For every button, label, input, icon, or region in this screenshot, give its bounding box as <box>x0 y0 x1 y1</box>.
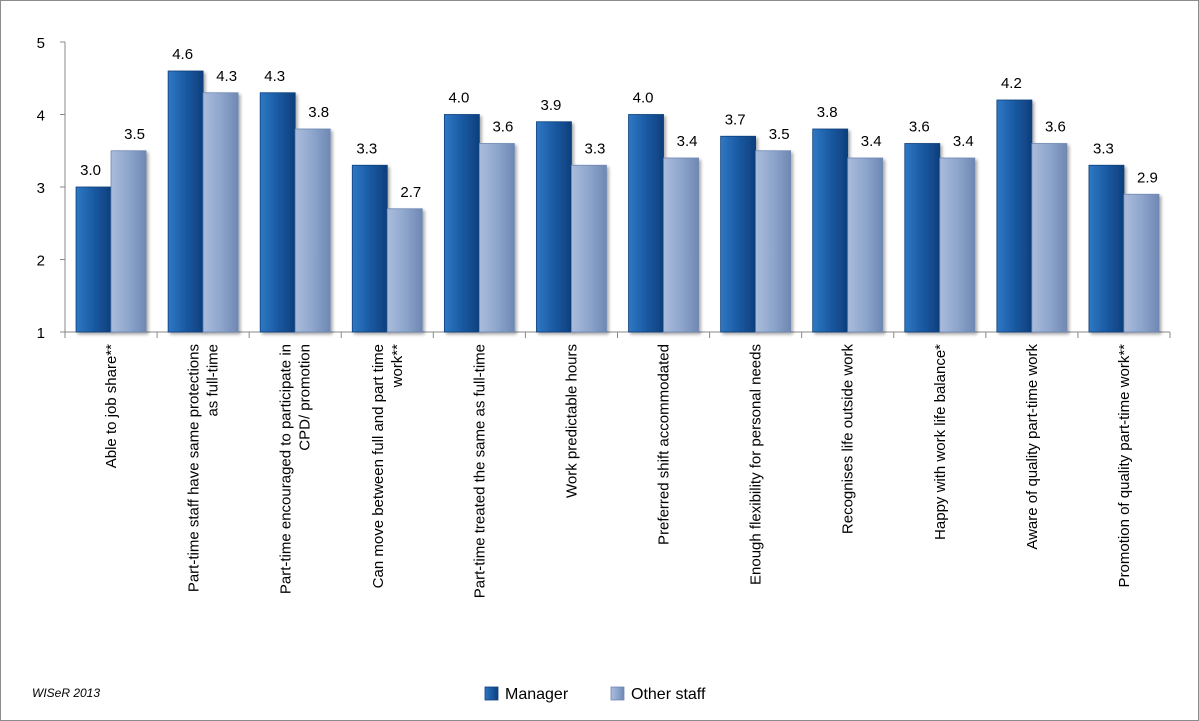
bar-other-staff <box>110 150 147 333</box>
category-label-line: Able to job share** <box>103 344 120 468</box>
bar-other-staff <box>294 128 331 333</box>
category-label: Part-time staff have same protections as … <box>186 344 222 592</box>
data-label-manager: 4.2 <box>1001 75 1022 92</box>
data-label-manager: 4.3 <box>264 68 285 85</box>
bar-manager <box>167 70 204 333</box>
legend-item-manager: Manager <box>484 686 569 703</box>
category-label: Happy with work life balance* <box>932 344 949 540</box>
data-label-other-staff: 2.9 <box>1137 169 1158 186</box>
category-label-line: Aware of quality part-time work <box>1024 344 1041 550</box>
category-label: Work predictable hours <box>563 344 580 498</box>
bar-other-staff <box>755 150 792 333</box>
category-label: Aware of quality part-time work <box>1024 344 1041 550</box>
bar-manager <box>904 143 941 333</box>
y-tick-label: 4 <box>37 108 45 125</box>
data-label-manager: 3.3 <box>1093 140 1114 157</box>
bar-manager <box>351 164 388 333</box>
bar-manager <box>536 121 572 333</box>
category-label-line: CPD/ promotion <box>297 344 314 451</box>
legend-item-other-staff: Other staff <box>610 686 706 703</box>
category-label-line: Recognises life outside work <box>840 344 857 535</box>
bar-manager <box>812 128 849 333</box>
category-labels: Able to job share** Part-time staff have … <box>103 344 1133 599</box>
category-label-line: Preferred shift accommodated <box>656 344 673 545</box>
category-label-line: Part-time treated the same as full-time <box>471 344 488 598</box>
data-labels: 3.0 3.5 4.6 4.3 4.3 3.8 3.3 2.7 4.0 3.6 3.9 3.3 4.0 3… <box>80 46 1158 201</box>
bar-other-staff <box>1031 143 1068 333</box>
data-label-manager: 3.9 <box>541 97 562 114</box>
category-label: Recognises life outside work <box>840 344 857 535</box>
data-label-other-staff: 3.4 <box>953 133 974 150</box>
category-label: Part-time treated the same as full-time <box>471 344 488 598</box>
data-label-other-staff: 4.3 <box>216 68 237 85</box>
category-label: Part-time encouraged to participate in CP… <box>278 344 314 594</box>
category-label: Can move between full and part time work*… <box>370 344 406 588</box>
bar-manager <box>259 92 296 333</box>
y-tick-label: 5 <box>37 35 45 52</box>
bar-other-staff <box>939 157 976 333</box>
legend-label-other-staff: Other staff <box>631 686 706 703</box>
legend-swatch-other-staff <box>610 686 625 701</box>
category-label-line: as full-time <box>205 344 222 417</box>
data-label-manager: 4.0 <box>633 90 654 107</box>
bar-manager <box>996 99 1033 333</box>
category-label-line: Enough flexibility for personal needs <box>748 344 765 585</box>
legend-label-manager: Manager <box>505 686 569 703</box>
bar-other-staff <box>663 157 699 333</box>
data-label-manager: 3.0 <box>80 162 101 179</box>
data-label-other-staff: 3.8 <box>308 104 329 121</box>
data-label-other-staff: 2.7 <box>400 184 421 201</box>
category-label: Able to job share** <box>103 344 120 468</box>
category-label: Promotion of quality part-time work** <box>1116 344 1133 588</box>
category-label-line: work** <box>389 344 406 389</box>
y-tick-label: 3 <box>37 180 45 197</box>
data-label-other-staff: 3.6 <box>492 119 513 136</box>
category-label: Enough flexibility for personal needs <box>748 344 765 585</box>
data-label-other-staff: 3.4 <box>677 133 698 150</box>
bar-other-staff <box>1123 193 1160 333</box>
y-tick-label: 2 <box>37 253 45 270</box>
bar-manager <box>1088 164 1125 333</box>
data-label-other-staff: 3.3 <box>585 140 606 157</box>
bar-other-staff <box>478 143 515 333</box>
category-label-line: Promotion of quality part-time work** <box>1116 344 1133 588</box>
footnote: WISeR 2013 <box>32 686 100 700</box>
category-label-line: Part-time staff have same protections <box>186 344 203 592</box>
bars <box>75 70 1160 333</box>
legend: Manager Other staff <box>484 686 706 703</box>
category-label-line: Can move between full and part time <box>370 344 387 588</box>
y-tick-label: 1 <box>37 325 45 342</box>
bar-other-staff <box>386 208 423 333</box>
bar-other-staff <box>571 164 607 333</box>
category-label: Preferred shift accommodated <box>656 344 673 545</box>
legend-swatch-manager <box>484 686 499 701</box>
bar-manager <box>75 186 112 333</box>
category-label-line: Part-time encouraged to participate in <box>278 344 295 594</box>
bar-other-staff <box>847 157 884 333</box>
data-label-manager: 4.0 <box>448 90 469 107</box>
category-label-line: Work predictable hours <box>563 344 580 498</box>
bar-manager <box>720 135 757 333</box>
data-label-other-staff: 3.6 <box>1045 119 1066 136</box>
data-label-other-staff: 3.5 <box>124 126 145 143</box>
bar-manager <box>443 114 480 333</box>
axes: 1 2 3 4 5 <box>37 35 1171 342</box>
data-label-manager: 3.3 <box>356 140 377 157</box>
data-label-manager: 3.6 <box>909 119 930 136</box>
data-label-manager: 3.7 <box>725 111 746 128</box>
bar-other-staff <box>202 92 239 333</box>
data-label-manager: 3.8 <box>817 104 838 121</box>
bar-manager <box>628 114 664 333</box>
category-label-line: Happy with work life balance* <box>932 344 949 540</box>
data-label-other-staff: 3.5 <box>769 126 790 143</box>
data-label-manager: 4.6 <box>172 46 193 63</box>
data-label-other-staff: 3.4 <box>861 133 882 150</box>
